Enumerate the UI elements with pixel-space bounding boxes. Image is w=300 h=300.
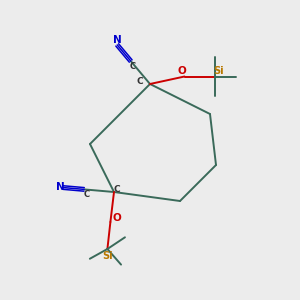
Text: Si: Si [213, 66, 224, 76]
Text: C: C [83, 190, 90, 199]
Text: Si: Si [102, 250, 113, 261]
Text: O: O [178, 66, 187, 76]
Text: N: N [113, 34, 122, 44]
Text: N: N [56, 182, 65, 192]
Text: C: C [130, 62, 136, 71]
Text: C: C [114, 184, 120, 194]
Text: C: C [136, 77, 143, 86]
Text: O: O [112, 213, 122, 224]
